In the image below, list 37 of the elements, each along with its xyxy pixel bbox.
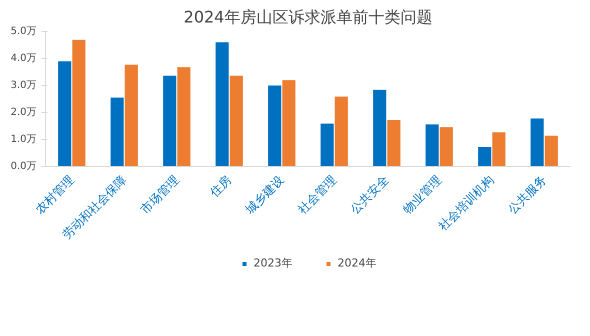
bar <box>334 96 348 166</box>
bar <box>440 127 453 166</box>
x-tick-label: 公共安全 <box>348 172 392 216</box>
bar <box>320 124 334 166</box>
bar <box>110 98 124 166</box>
bar <box>72 40 86 166</box>
x-tick-label: 住房 <box>206 172 234 200</box>
bar <box>58 61 72 166</box>
bar <box>492 132 506 166</box>
bar <box>373 90 386 166</box>
x-tick-label: 城乡建设 <box>242 172 287 218</box>
legend-label: 2024年 <box>338 256 376 270</box>
bar <box>530 118 544 166</box>
y-tick-label: 0.0万 <box>10 161 37 172</box>
bar <box>230 76 243 166</box>
legend-label: 2023年 <box>254 256 292 270</box>
x-tick-label: 社会管理 <box>295 172 340 216</box>
bar <box>124 64 138 166</box>
bar <box>216 42 229 166</box>
y-tick-label: 2.0万 <box>10 107 37 118</box>
bar <box>478 147 492 166</box>
bar <box>544 136 558 166</box>
y-tick-label: 1.0万 <box>10 134 37 145</box>
y-tick-label: 5.0万 <box>10 26 37 37</box>
bar <box>268 86 282 166</box>
x-tick-label: 市场管理 <box>138 172 182 216</box>
bar <box>163 76 176 166</box>
x-tick-label: 物业管理 <box>400 172 444 216</box>
bar <box>426 124 439 166</box>
x-tick-label: 农村管理 <box>32 172 77 216</box>
bar <box>177 67 190 166</box>
chart-title: 2024年房山区诉求派单前十类问题 <box>184 8 432 26</box>
bar <box>282 80 296 166</box>
y-tick-label: 4.0万 <box>10 53 37 64</box>
x-tick-label: 公共服务 <box>505 172 550 216</box>
y-tick-label: 3.0万 <box>10 80 37 91</box>
bar <box>387 120 400 166</box>
